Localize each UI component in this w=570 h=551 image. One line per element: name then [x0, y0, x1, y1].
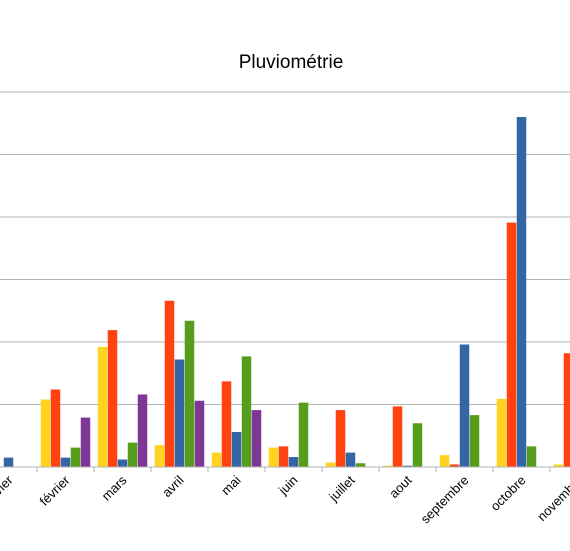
- bar: [335, 410, 346, 467]
- bar: [325, 462, 336, 467]
- x-axis: [0, 466, 570, 472]
- bar: [97, 347, 108, 467]
- bar: [164, 300, 175, 467]
- bar: [137, 394, 148, 467]
- chart-title: Pluviométrie: [238, 52, 344, 73]
- bar: [50, 389, 61, 467]
- bar: [526, 446, 537, 467]
- bar: [439, 455, 450, 467]
- bar: [154, 445, 165, 467]
- bar: [127, 442, 138, 467]
- bar: [60, 457, 71, 467]
- bar: [194, 400, 205, 467]
- x-tick-label: septembre: [418, 473, 472, 527]
- x-tick-label: juillet: [325, 472, 358, 505]
- bar: [278, 446, 289, 467]
- bar: [553, 464, 564, 467]
- x-tick-label: juin: [275, 473, 301, 499]
- x-tick-labels: janvier février mars avril mai juin juillet aou…: [0, 472, 570, 527]
- bar: [355, 463, 366, 467]
- bar: [211, 452, 222, 467]
- x-tick-label: octobre: [487, 473, 528, 514]
- bar: [506, 222, 517, 467]
- bar: [80, 417, 91, 467]
- bar: [382, 465, 393, 467]
- bar: [107, 330, 118, 467]
- bar: [402, 465, 413, 467]
- x-tick-label: novembre: [534, 473, 570, 524]
- bar: [174, 359, 185, 467]
- bar: [221, 381, 232, 467]
- x-tick-label: février: [36, 472, 73, 509]
- x-tick-label: mai: [218, 472, 243, 497]
- bar: [563, 353, 570, 467]
- bar: [184, 320, 195, 467]
- bar: [345, 452, 356, 467]
- bar: [70, 447, 81, 467]
- x-tick-label: janvier: [0, 472, 16, 511]
- bar: [117, 459, 128, 467]
- bar: [412, 423, 423, 467]
- x-tick-label: aout: [386, 472, 415, 501]
- bar: [241, 356, 252, 467]
- x-tick-label: avril: [159, 472, 187, 500]
- bar: [469, 415, 480, 467]
- bar: [449, 464, 460, 467]
- bar: [40, 399, 51, 467]
- bar: [251, 410, 262, 467]
- grid-lines: [0, 91, 570, 405]
- bar: [3, 457, 14, 467]
- bar: [231, 432, 242, 467]
- bar: [516, 117, 527, 467]
- bar: [298, 402, 309, 467]
- bar: [392, 406, 403, 467]
- bar: [268, 447, 279, 467]
- bar: [459, 344, 470, 467]
- x-tick-label: mars: [99, 472, 130, 503]
- bar: [288, 457, 299, 467]
- bars: [3, 117, 570, 467]
- bar: [496, 398, 507, 467]
